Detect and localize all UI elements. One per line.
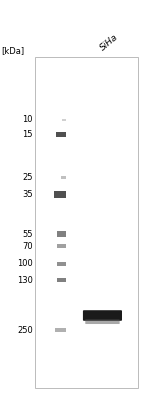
- Text: 25: 25: [22, 173, 33, 182]
- Text: 100: 100: [17, 259, 33, 268]
- Bar: [55, 328, 66, 332]
- Bar: [57, 244, 66, 248]
- Text: 250: 250: [17, 326, 33, 334]
- Text: 10: 10: [22, 115, 33, 124]
- Bar: [61, 176, 66, 180]
- Text: SiHa: SiHa: [98, 33, 120, 53]
- Bar: [57, 232, 66, 237]
- Bar: [54, 191, 66, 198]
- Text: 55: 55: [22, 230, 33, 238]
- Bar: [56, 132, 66, 138]
- Text: 35: 35: [22, 190, 33, 199]
- Text: 130: 130: [17, 276, 33, 285]
- Bar: [62, 118, 66, 121]
- Bar: [57, 262, 66, 266]
- FancyBboxPatch shape: [83, 310, 122, 321]
- Text: 15: 15: [22, 130, 33, 139]
- Bar: [57, 278, 66, 282]
- Text: [kDa]: [kDa]: [1, 46, 24, 55]
- Text: 70: 70: [22, 242, 33, 251]
- FancyBboxPatch shape: [85, 319, 120, 324]
- Bar: [35, 57, 138, 388]
